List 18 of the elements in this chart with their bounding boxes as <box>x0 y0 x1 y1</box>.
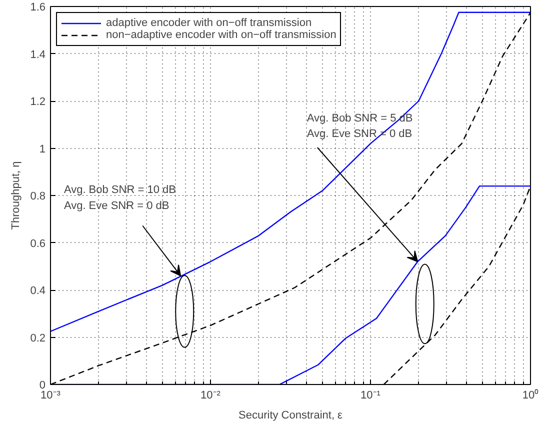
y-axis-title: Throughput, η <box>10 161 22 230</box>
x-axis-title: Security Constraint, ε <box>238 410 343 422</box>
y-tick-label: 0.4 <box>30 285 46 297</box>
legend-label: adaptive encoder with on−off transmission <box>106 17 312 29</box>
y-tick-label: 0.8 <box>30 190 46 202</box>
y-tick-label: 1.6 <box>30 2 46 14</box>
y-tick-label: 0.2 <box>30 332 46 344</box>
y-tick-label: 1.2 <box>30 96 46 108</box>
x-tick-label: 10⁻² <box>200 390 221 402</box>
y-tick-label: 1.4 <box>30 48 46 61</box>
x-tick-label: 10⁰ <box>522 388 539 402</box>
y-tick-label: 0 <box>39 380 46 392</box>
x-tick-label: 10⁻³ <box>40 390 61 402</box>
annotation: Avg. Bob SNR = 10 dB Avg. Eve SNR = 0 dB <box>64 184 176 212</box>
y-tick-label: 1 <box>39 143 46 156</box>
y-tick-label: 0.6 <box>30 238 46 250</box>
x-tick-label: 10⁻¹ <box>360 390 381 402</box>
legend-label: non−adaptive encoder with on−off transmission <box>106 29 336 41</box>
